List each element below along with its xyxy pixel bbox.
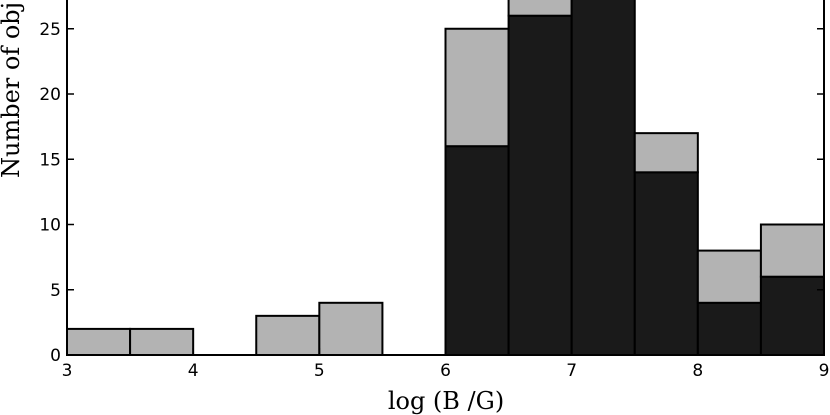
histogram-bars xyxy=(66,0,826,357)
histogram-bar xyxy=(255,314,321,357)
x-axis-label: log (B /G) xyxy=(388,387,504,415)
y-tick-label: 20 xyxy=(39,85,61,105)
x-tick-label: 3 xyxy=(62,361,73,381)
histogram-bar xyxy=(696,301,762,356)
y-tick-label: 25 xyxy=(39,20,61,40)
x-tick-label: 5 xyxy=(314,361,325,381)
x-tick-label: 8 xyxy=(692,361,703,381)
y-axis-ticks: 0 5 10 15 20 25 xyxy=(39,20,824,366)
histogram-bar xyxy=(444,145,510,356)
x-tick-label: 4 xyxy=(188,361,199,381)
x-tick-label: 9 xyxy=(819,361,830,381)
x-axis-ticks: 3 4 5 6 7 8 9 xyxy=(62,348,830,381)
histogram-bar xyxy=(507,0,573,17)
y-tick-label: 10 xyxy=(39,216,61,236)
histogram-bar xyxy=(66,327,132,356)
histogram-bar xyxy=(129,327,195,356)
histogram-bar xyxy=(696,249,762,304)
y-tick-label: 0 xyxy=(50,346,61,366)
y-tick-label: 15 xyxy=(39,150,61,170)
histogram-bar xyxy=(507,14,573,356)
histogram-bar xyxy=(444,27,510,148)
y-axis-label: Number of obj xyxy=(0,2,25,178)
histogram-bar xyxy=(633,171,699,356)
histogram-bar xyxy=(318,301,384,356)
x-tick-label: 7 xyxy=(566,361,577,381)
histogram-bar xyxy=(759,275,826,357)
histogram-bar xyxy=(759,223,826,278)
histogram-bar xyxy=(570,0,636,356)
histogram-bar xyxy=(633,132,699,174)
y-tick-label: 5 xyxy=(50,281,61,301)
x-tick-label: 6 xyxy=(440,361,451,381)
